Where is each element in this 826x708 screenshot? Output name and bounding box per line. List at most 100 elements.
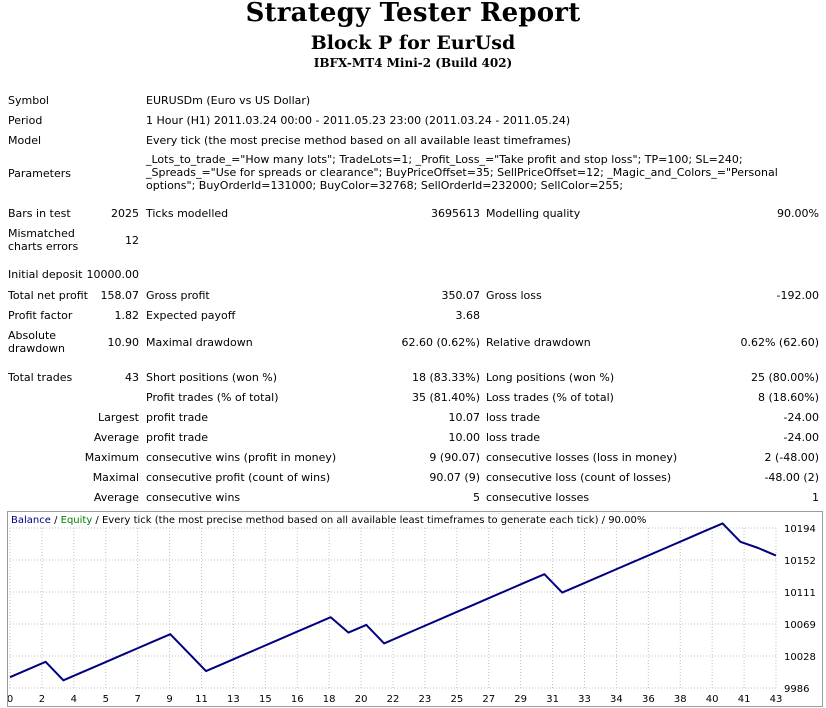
ticks-label: Ticks modelled <box>146 207 229 220</box>
profit-factor-value: 1.82 <box>114 309 140 322</box>
x-tick-label: 34 <box>610 694 623 705</box>
x-tick-label: 23 <box>419 694 432 705</box>
x-tick-label: 2 <box>39 694 45 705</box>
max-drawdown-value: 62.60 (0.62%) <box>401 336 480 349</box>
average-label: Average <box>93 431 139 444</box>
period-label: Period <box>8 114 43 127</box>
gross-profit-label: Gross profit <box>146 289 210 302</box>
x-tick-label: 9 <box>166 694 172 705</box>
x-tick-label: 27 <box>482 694 495 705</box>
abs-drawdown-label: Absolute drawdown <box>8 329 65 355</box>
x-tick-label: 15 <box>259 694 272 705</box>
report-title: Strategy Tester Report <box>245 0 581 28</box>
short-positions-label: Short positions (won %) <box>146 371 278 384</box>
rel-drawdown-value: 0.62% (62.60) <box>740 336 819 349</box>
maximal-cons-loss-label: consecutive loss (count of losses) <box>486 471 672 484</box>
max-cons-losses-label: consecutive losses (loss in money) <box>486 451 678 464</box>
model-label: Model <box>8 134 42 147</box>
report-build: IBFX-MT4 Mini-2 (Build 402) <box>313 56 513 70</box>
max-drawdown-label: Maximal drawdown <box>146 336 253 349</box>
expected-payoff-value: 3.68 <box>455 309 481 322</box>
x-tick-label: 43 <box>770 694 783 705</box>
x-tick-label: 16 <box>291 694 304 705</box>
total-trades-label: Total trades <box>8 371 73 384</box>
report-subtitle: Block P for EurUsd <box>310 32 516 54</box>
bars-label: Bars in test <box>8 207 71 220</box>
x-tick-label: 36 <box>642 694 655 705</box>
avg-cons-losses-label: consecutive losses <box>486 491 590 504</box>
chart-caption: Balance / Equity / Every tick (the most … <box>11 515 646 527</box>
average-loss-value: -24.00 <box>783 431 819 444</box>
profit-trades-value: 35 (81.40%) <box>411 391 480 404</box>
gross-loss-value: -192.00 <box>776 289 819 302</box>
y-tick-label: 10111 <box>784 588 816 599</box>
legend-separator: / <box>50 515 61 526</box>
ticks-value: 3695613 <box>431 207 480 220</box>
period-value: 1 Hour (H1) 2011.03.24 00:00 - 2011.05.2… <box>146 114 571 127</box>
largest-profit-value: 10.07 <box>448 411 481 424</box>
y-tick-label: 10028 <box>784 652 816 663</box>
loss-trades-label: Loss trades (% of total) <box>486 391 614 404</box>
parameters-value: _Lots_to_trade_="How many lots"; TradeLo… <box>146 153 778 192</box>
largest-loss-label: loss trade <box>486 411 541 424</box>
maximal-cons-loss-value: -48.00 (2) <box>764 471 819 484</box>
x-tick-label: 33 <box>578 694 591 705</box>
x-tick-label: 11 <box>195 694 208 705</box>
legend-balance: Balance <box>11 515 51 526</box>
max-cons-wins-label: consecutive wins (profit in money) <box>146 451 337 464</box>
bars-value: 2025 <box>111 207 139 220</box>
profit-trades-label: Profit trades (% of total) <box>146 391 279 404</box>
x-tick-label: 13 <box>227 694 240 705</box>
x-tick-label: 18 <box>323 694 336 705</box>
short-positions-value: 18 (83.33%) <box>411 371 480 384</box>
maximum-label: Maximum <box>84 451 139 464</box>
legend-equity: Equity <box>60 515 93 526</box>
net-profit-label: Total net profit <box>8 289 88 302</box>
balance-series-line <box>9 522 777 682</box>
quality-label: Modelling quality <box>486 207 581 220</box>
rel-drawdown-label: Relative drawdown <box>486 336 591 349</box>
x-tick-label: 41 <box>738 694 751 705</box>
x-tick-label: 25 <box>450 694 463 705</box>
avg-cons-wins-label: consecutive wins <box>146 491 241 504</box>
avg-cons-label: Average <box>93 491 139 504</box>
mismatch-value: 12 <box>125 234 139 247</box>
average-profit-label: profit trade <box>146 431 209 444</box>
balance-chart: 10194 10152 10111 10069 10028 9986 0 2 4 5 7 9 11 13 1… <box>7 511 823 707</box>
y-tick-label: 10194 <box>784 524 816 535</box>
quality-value: 90.00% <box>777 207 819 220</box>
average-profit-value: 10.00 <box>448 431 481 444</box>
mismatch-label: Mismatched charts errors <box>8 227 79 253</box>
abs-drawdown-value: 10.90 <box>107 336 140 349</box>
max-cons-wins-value: 9 (90.07) <box>429 451 480 464</box>
x-tick-label: 0 <box>8 694 13 705</box>
avg-cons-wins-value: 5 <box>473 491 480 504</box>
avg-cons-losses-value: 1 <box>812 491 819 504</box>
y-tick-label: 10069 <box>784 620 816 631</box>
deposit-value: 10000.00 <box>86 268 140 281</box>
largest-label: Largest <box>98 411 139 424</box>
x-tick-label: 20 <box>355 694 368 705</box>
symbol-label: Symbol <box>8 94 49 107</box>
net-profit-value: 158.07 <box>100 289 140 302</box>
deposit-label: Initial deposit <box>8 268 83 281</box>
y-tick-label: 10152 <box>784 556 816 567</box>
total-trades-value: 43 <box>125 371 139 384</box>
parameters-label: Parameters <box>8 167 71 180</box>
profit-factor-label: Profit factor <box>8 309 73 322</box>
chart-description: / Every tick (the most precise method ba… <box>92 515 647 526</box>
maximal-cons-profit-value: 90.07 (9) <box>429 471 480 484</box>
gross-loss-label: Gross loss <box>486 289 542 302</box>
max-cons-losses-value: 2 (-48.00) <box>764 451 819 464</box>
long-positions-value: 25 (80.00%) <box>750 371 819 384</box>
x-tick-label: 22 <box>387 694 400 705</box>
balance-chart-svg: 10194 10152 10111 10069 10028 9986 0 2 4 5 7 9 11 13 1… <box>8 522 816 705</box>
x-tick-label: 5 <box>103 694 109 705</box>
model-value: Every tick (the most precise method base… <box>146 134 571 147</box>
largest-profit-label: profit trade <box>146 411 209 424</box>
gross-profit-value: 350.07 <box>441 289 481 302</box>
average-loss-label: loss trade <box>486 431 541 444</box>
maximal-cons-profit-label: consecutive profit (count of wins) <box>146 471 331 484</box>
x-tick-label: 31 <box>546 694 559 705</box>
largest-loss-value: -24.00 <box>783 411 819 424</box>
